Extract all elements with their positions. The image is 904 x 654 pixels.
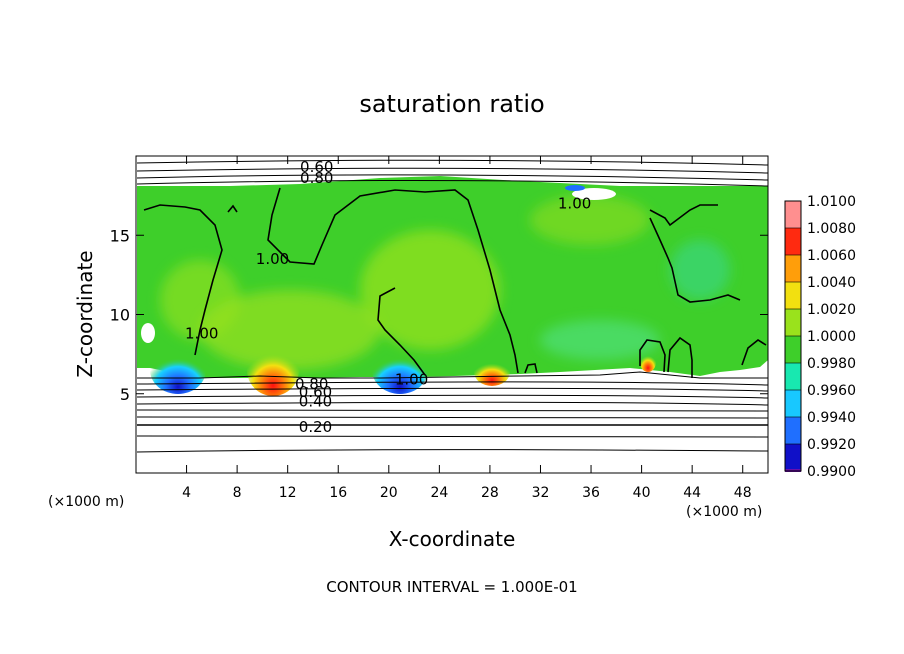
y-tick-label: 10	[110, 306, 130, 325]
x-tick-label: 4	[182, 485, 191, 501]
x-tick-label: 44	[683, 485, 701, 501]
moist-patch	[160, 260, 240, 340]
x-axis: 4 8 12 16 20 24 28 32 36 40 44 48	[182, 156, 752, 501]
y-tick-label: 15	[110, 226, 130, 245]
colorbar-swatch	[785, 363, 801, 390]
colorbar-swatch	[785, 255, 801, 282]
contour-label: 0.20	[299, 418, 332, 436]
contour-label: 0.80	[300, 169, 333, 187]
colorbar-swatch	[785, 309, 801, 336]
dry-patch	[670, 240, 730, 300]
x-tick-label: 32	[532, 485, 550, 501]
contour-interval-note: CONTOUR INTERVAL = 1.000E-01	[326, 578, 577, 596]
x-tick-label: 24	[430, 485, 448, 501]
moist-patch	[360, 230, 500, 350]
contour-label: 0.60	[299, 383, 332, 401]
colorbar-label: 1.0080	[807, 221, 856, 237]
colorbar-swatch	[785, 201, 801, 228]
colorbar-swatch	[785, 336, 801, 363]
colorbar-label: 1.0060	[807, 248, 856, 264]
cold-spot	[141, 323, 155, 343]
colorbar-swatch	[785, 417, 801, 444]
colorbar: 0.9900 0.9920 0.9940 0.9960 0.9980 1.0000 1.00…	[784, 194, 856, 480]
x-tick-label: 8	[233, 485, 242, 501]
contour-label: 1.00	[558, 195, 591, 213]
x-tick-label: 28	[481, 485, 499, 501]
x-tick-label: 20	[380, 485, 398, 501]
moist-patch	[530, 195, 650, 245]
x-tick-label: 12	[279, 485, 297, 501]
contour-label: 1.00	[395, 370, 428, 388]
colorbar-swatch	[785, 444, 801, 471]
x-tick-label: 16	[329, 485, 347, 501]
y-tick-label: 5	[120, 385, 130, 404]
x-unit-right: (×1000 m)	[686, 504, 762, 520]
contour-labels: 0.600.801.001.001.001.000.800.600.400.20	[185, 158, 591, 436]
cold-spot	[565, 185, 585, 191]
colorbar-swatch	[785, 228, 801, 255]
contour-label: 0.60	[300, 158, 333, 176]
moist-patch	[200, 290, 380, 370]
colorbar-label: 0.9960	[807, 383, 856, 399]
x-tick-label: 36	[582, 485, 600, 501]
colorbar-label: 0.9980	[807, 356, 856, 372]
chart-title: saturation ratio	[359, 90, 544, 118]
colorbar-label: 0.9900	[807, 464, 856, 480]
x-unit-left: (×1000 m)	[48, 494, 124, 510]
x-tick-label: 40	[633, 485, 651, 501]
colorbar-swatch	[785, 282, 801, 309]
colorbar-label: 1.0040	[807, 275, 856, 291]
cold-spot	[150, 346, 206, 394]
y-axis-label: Z-coordinate	[73, 250, 97, 377]
contour-label: 1.00	[185, 325, 218, 343]
y-axis: 5 10 15	[110, 226, 768, 404]
dry-patch	[540, 320, 660, 360]
x-axis-label: X-coordinate	[389, 527, 516, 551]
contour-label: 1.00	[256, 250, 289, 268]
x-tick-label: 48	[734, 485, 752, 501]
hot-spot	[247, 344, 299, 396]
heatmap-field	[136, 159, 768, 453]
contour-1.00	[143, 187, 767, 378]
contour-label: 0.40	[299, 393, 332, 411]
colorbar-label: 0.9940	[807, 410, 856, 426]
cold-spot	[572, 188, 616, 200]
contour-label: 0.80	[295, 375, 328, 393]
colorbar-swatch	[785, 390, 801, 417]
contour-bands	[136, 159, 768, 453]
hot-spot	[640, 352, 656, 372]
colorbar-label: 1.0020	[807, 302, 856, 318]
colorbar-label: 1.0000	[807, 329, 856, 345]
colorbar-label: 1.0100	[807, 194, 856, 210]
colorbar-label: 0.9920	[807, 437, 856, 453]
hot-spot	[474, 358, 510, 386]
